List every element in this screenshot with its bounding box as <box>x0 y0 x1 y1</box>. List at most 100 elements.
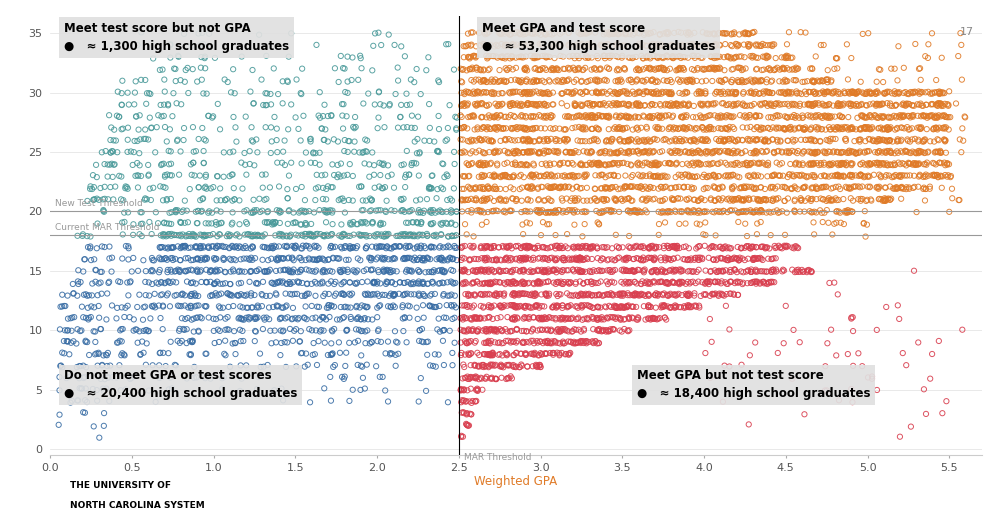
Point <box>183 292 199 300</box>
Point <box>754 243 770 251</box>
Point <box>515 278 531 286</box>
Point <box>125 254 141 262</box>
Point <box>387 280 403 288</box>
Point <box>561 349 577 358</box>
Point <box>874 148 890 157</box>
Point <box>472 207 488 215</box>
Point <box>477 254 493 263</box>
Point <box>728 88 744 96</box>
Point <box>188 301 204 310</box>
Point <box>772 101 788 109</box>
Point <box>589 161 605 169</box>
Point <box>832 208 848 217</box>
Point <box>857 147 873 156</box>
Point <box>104 147 120 155</box>
Point <box>307 159 323 167</box>
Point <box>535 255 551 263</box>
Point <box>570 292 586 300</box>
Point <box>780 100 796 108</box>
Point <box>283 231 299 239</box>
Point <box>59 326 75 334</box>
Point <box>268 255 284 263</box>
Point <box>525 279 541 287</box>
Point <box>470 385 486 393</box>
Point <box>478 88 494 97</box>
Point <box>657 159 673 168</box>
Point <box>519 161 535 169</box>
Point <box>263 149 279 157</box>
Point <box>684 172 700 180</box>
Point <box>113 195 129 204</box>
Point <box>317 101 333 109</box>
Point <box>689 41 705 49</box>
Point <box>642 172 658 180</box>
Point <box>520 183 536 191</box>
Point <box>196 231 212 239</box>
Point <box>771 99 787 108</box>
Point <box>504 374 520 383</box>
Point <box>95 351 111 359</box>
Point <box>679 88 695 97</box>
Point <box>463 349 479 357</box>
Point <box>162 53 178 62</box>
Point <box>843 207 859 215</box>
Point <box>822 100 838 108</box>
Point <box>155 232 171 240</box>
Point <box>526 267 542 276</box>
Point <box>698 126 714 134</box>
Point <box>519 148 535 156</box>
Point <box>645 89 661 98</box>
Point <box>686 301 702 310</box>
Point <box>848 183 864 191</box>
Point <box>651 30 667 38</box>
Point <box>887 185 903 193</box>
Point <box>706 29 722 38</box>
Point <box>545 66 561 74</box>
Point <box>610 31 626 39</box>
Point <box>882 99 898 108</box>
Point <box>638 255 654 264</box>
Point <box>711 41 727 49</box>
Point <box>544 303 560 312</box>
Point <box>492 195 508 204</box>
Point <box>114 349 130 357</box>
Point <box>659 208 675 217</box>
Point <box>631 66 647 74</box>
Point <box>752 42 768 50</box>
Point <box>425 219 441 227</box>
Point <box>745 256 762 264</box>
Point <box>471 135 487 143</box>
Point <box>496 196 512 205</box>
Point <box>891 136 907 145</box>
Point <box>214 242 230 250</box>
Point <box>453 351 469 359</box>
Point <box>499 173 515 181</box>
Point <box>84 279 100 287</box>
Point <box>325 327 341 336</box>
Point <box>790 65 806 73</box>
Point <box>852 183 868 191</box>
Point <box>486 113 502 121</box>
Point <box>642 242 658 250</box>
Point <box>364 242 380 251</box>
Point <box>582 243 598 251</box>
Point <box>694 54 710 62</box>
Point <box>580 54 596 62</box>
Point <box>507 100 523 109</box>
Point <box>537 112 553 120</box>
Point <box>637 183 653 191</box>
Point <box>353 327 369 335</box>
Point <box>205 327 221 335</box>
Point <box>321 280 337 288</box>
Point <box>396 160 412 169</box>
Point <box>560 88 576 96</box>
Point <box>808 99 824 108</box>
Point <box>507 279 523 287</box>
Point <box>635 244 651 252</box>
Point <box>633 136 649 145</box>
Point <box>130 267 146 275</box>
Point <box>487 267 503 275</box>
Point <box>529 207 545 216</box>
Point <box>99 173 115 181</box>
Point <box>593 277 609 285</box>
